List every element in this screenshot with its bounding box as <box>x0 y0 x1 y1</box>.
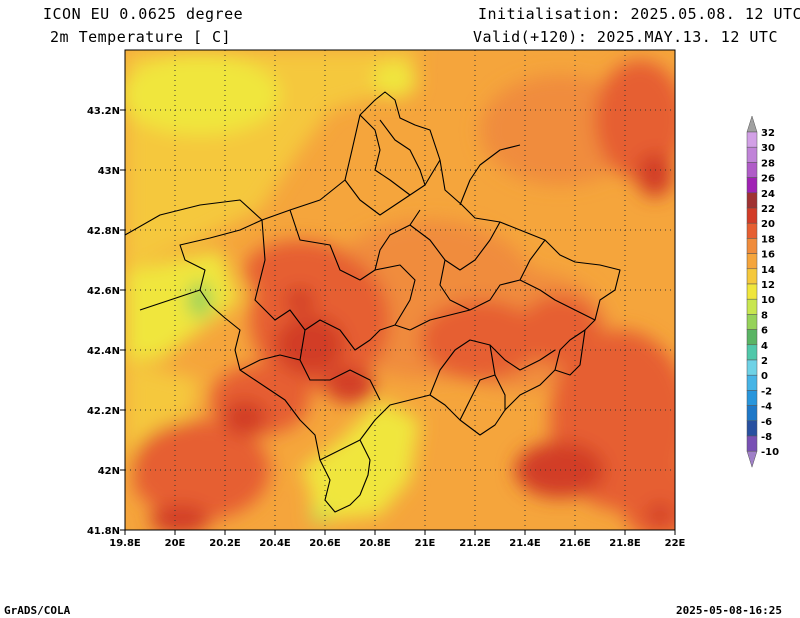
colorbar-label: -8 <box>761 432 772 443</box>
colorbar-label: 8 <box>761 310 768 321</box>
lat-tick-label: 42N <box>98 466 120 477</box>
lat-tick-label: 43.2N <box>87 106 120 117</box>
colorbar-segment <box>746 253 758 270</box>
colorbar-segment <box>746 207 758 224</box>
colorbar-label: 32 <box>761 128 775 139</box>
lat-tick-label: 42.6N <box>87 286 120 297</box>
colorbar-segment <box>746 192 758 209</box>
colorbar-segment <box>746 238 758 254</box>
lon-tick-label: 20.2E <box>209 538 241 549</box>
lon-tick-label: 21.6E <box>559 538 591 549</box>
temperature-field <box>125 50 675 530</box>
lat-tick-label: 41.8N <box>87 526 120 537</box>
lon-tick-label: 20.6E <box>309 538 341 549</box>
valid-time: Valid(+120): 2025.MAY.13. 12 UTC <box>473 28 778 46</box>
colorbar-label: -10 <box>761 447 779 458</box>
colorbar-label: 2 <box>761 356 768 367</box>
colorbar-label: -2 <box>761 386 772 397</box>
variable-title: 2m Temperature [ C] <box>50 28 232 46</box>
render-timestamp: 2025-05-08-16:25 <box>676 604 782 617</box>
init-time: Initialisation: 2025.05.08. 12 UTC <box>478 5 800 23</box>
colorbar-segment <box>746 359 758 376</box>
colorbar-label: 20 <box>761 219 775 230</box>
lon-tick-label: 21.8E <box>609 538 641 549</box>
lon-tick-label: 19.8E <box>109 538 141 549</box>
colorbar-max-arrow <box>746 115 758 133</box>
colorbar-label: -4 <box>761 402 772 413</box>
colorbar-segment <box>746 344 758 361</box>
colorbar-label: 22 <box>761 204 775 215</box>
lon-tick-label: 21E <box>415 538 436 549</box>
colorbar-segment <box>746 131 758 148</box>
model-title: ICON EU 0.0625 degree <box>43 5 244 23</box>
latitude-labels: 41.8N 42N 42.2N 42.4N 42.6N 42.8N 43N 43.2N <box>87 106 125 537</box>
lon-tick-label: 21.4E <box>509 538 541 549</box>
lon-tick-label: 20E <box>165 538 186 549</box>
colorbar-segment <box>746 390 758 406</box>
lat-tick-label: 42.2N <box>87 406 120 417</box>
colorbar-label: 24 <box>761 189 775 200</box>
colorbar-segment <box>746 329 758 346</box>
colorbar-label: 4 <box>761 341 768 352</box>
colorbar-label: 30 <box>761 143 775 154</box>
colorbar-label: 28 <box>761 158 775 169</box>
colorbar-label: 10 <box>761 295 775 306</box>
colorbar-segment <box>746 162 758 178</box>
colorbar-min-arrow <box>746 450 758 469</box>
colorbar-label: 18 <box>761 234 775 245</box>
colorbar-label: 0 <box>761 371 768 382</box>
colorbar-label: 6 <box>761 326 768 337</box>
lon-tick-label: 20.8E <box>359 538 391 549</box>
colorbar-segment <box>746 146 758 163</box>
colorbar-segment <box>746 222 758 239</box>
colorbar-label: 16 <box>761 250 775 261</box>
longitude-labels: 19.8E 20E 20.2E 20.4E 20.6E 20.8E 21E 21.2E 21.4… <box>109 530 686 549</box>
lat-lon-grid <box>125 50 675 530</box>
colorbar-segment <box>746 298 758 315</box>
lon-tick-label: 21.2E <box>459 538 491 549</box>
lat-tick-label: 42.8N <box>87 226 120 237</box>
software-credit: GrADS/COLA <box>4 604 71 617</box>
lat-tick-label: 42.4N <box>87 346 120 357</box>
colorbar-segment <box>746 420 758 437</box>
colorbar-segment <box>746 435 758 452</box>
colorbar-label: 14 <box>761 265 775 276</box>
colorbar-label: -6 <box>761 417 772 428</box>
lon-tick-label: 22E <box>665 538 686 549</box>
colorbar-segment <box>746 374 758 391</box>
colorbar-segment <box>746 177 758 194</box>
colorbar-segment <box>746 268 758 285</box>
colorbar-segment <box>746 283 758 300</box>
lat-tick-label: 43N <box>98 166 120 177</box>
admin-borders <box>124 91 621 513</box>
colorbar-segment <box>746 314 758 330</box>
colorbar-label: 26 <box>761 174 775 185</box>
colorbar-segment <box>746 405 758 422</box>
colorbar-label: 12 <box>761 280 775 291</box>
lon-tick-label: 20.4E <box>259 538 291 549</box>
